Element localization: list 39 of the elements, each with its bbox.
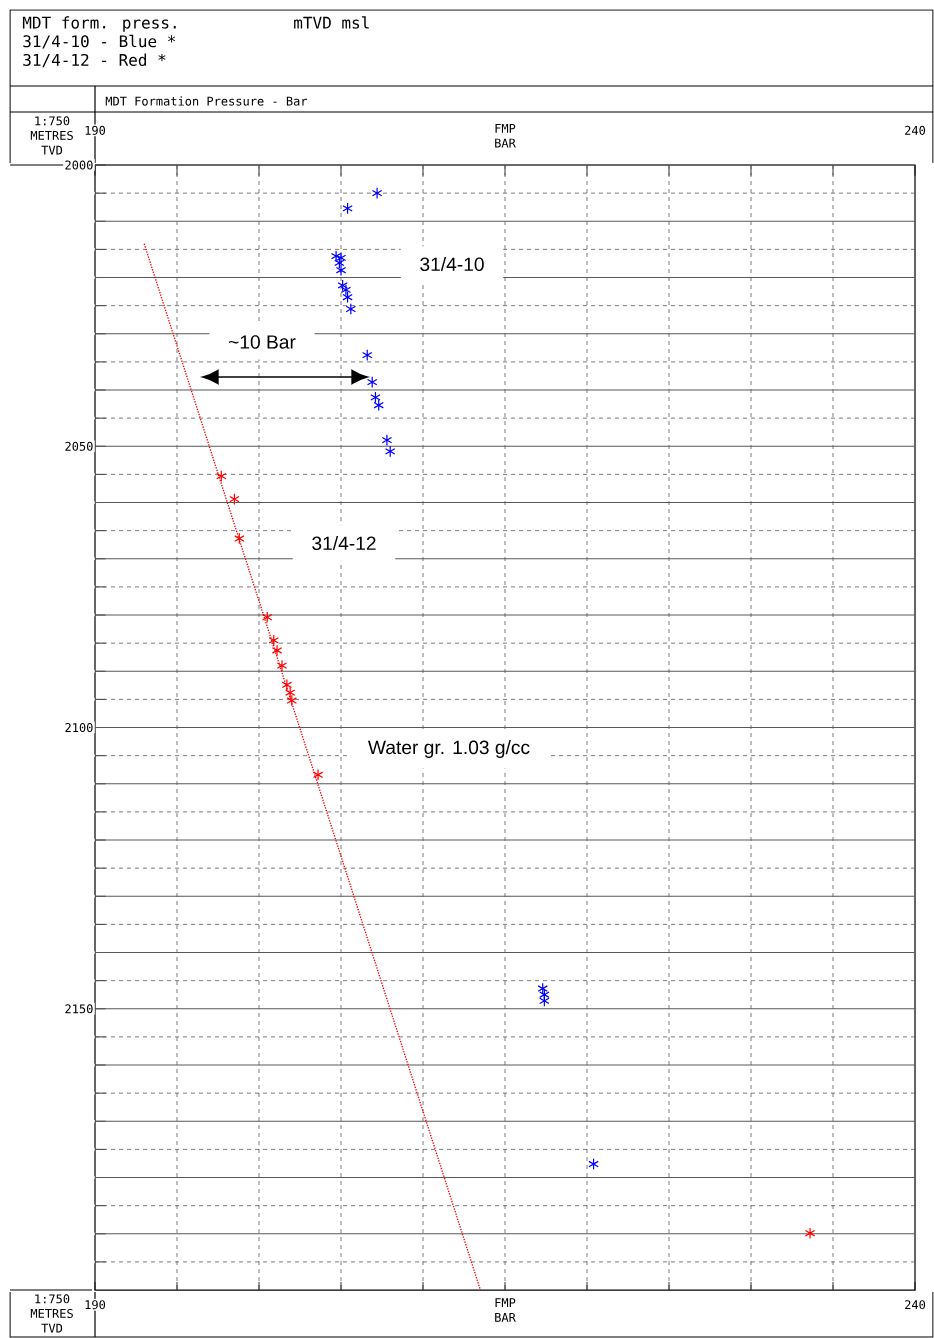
annotation: ~10 Bar — [229, 335, 296, 349]
annotation: 31/4-12 — [312, 535, 376, 551]
point — [537, 982, 549, 995]
point — [313, 768, 324, 781]
point — [262, 611, 273, 624]
chart-title: MDT form. press. — [23, 16, 176, 32]
point — [381, 434, 393, 447]
text: 1:750 — [35, 1294, 70, 1304]
x-axis-title: MDT Formation Pressure - Bar — [105, 96, 308, 106]
point — [335, 251, 347, 264]
text: 1:750 — [35, 116, 70, 126]
annotation: 31/4-10 — [420, 256, 485, 272]
x2-tick-label: 240 — [905, 125, 926, 135]
text: FMP BAR — [495, 1298, 517, 1322]
text: mTVD msl — [294, 16, 369, 29]
text: FMP BAR — [495, 123, 517, 148]
y-tick-label: 2050 — [65, 441, 93, 451]
y-tick-label: 2000 — [65, 160, 93, 170]
y-tick-label: 2100 — [65, 722, 93, 733]
annotation: Water gr. 1.03 g/cc — [368, 740, 530, 758]
text: 31/4-10 - Blue * — [23, 34, 176, 49]
y-tick-label: 2150 — [65, 1004, 93, 1014]
text: 31/4-12 - Red * — [23, 53, 166, 68]
point — [337, 279, 349, 292]
x2-tick-label: 190 — [85, 125, 106, 135]
point — [276, 659, 288, 672]
text: METRES TVD — [31, 1308, 74, 1333]
y-axis-title: METRES TVD — [31, 130, 74, 155]
point — [362, 349, 373, 362]
point — [229, 493, 240, 506]
point — [367, 376, 378, 389]
point — [342, 202, 353, 215]
point — [234, 532, 245, 545]
point — [345, 303, 357, 315]
point — [216, 470, 227, 483]
point — [372, 187, 383, 200]
point — [588, 1158, 599, 1170]
point — [385, 445, 396, 458]
point — [805, 1227, 816, 1240]
